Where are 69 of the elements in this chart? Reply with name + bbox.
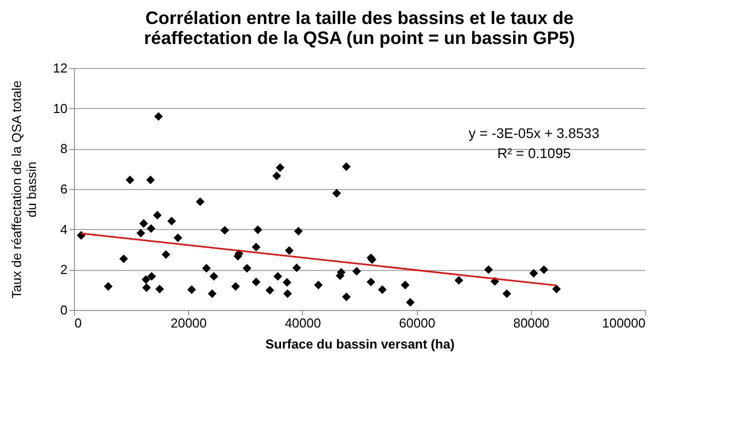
point	[406, 298, 415, 307]
point	[342, 292, 351, 302]
point	[142, 275, 150, 284]
point	[202, 264, 211, 273]
point	[187, 285, 196, 294]
point	[146, 224, 156, 233]
point	[332, 188, 341, 198]
point	[242, 264, 252, 273]
point	[155, 284, 164, 294]
y-tick-label: 12	[53, 60, 68, 76]
y-tick-label: 6	[60, 182, 68, 196]
x-tick-label: 20000	[170, 316, 207, 330]
point	[284, 246, 294, 255]
point	[139, 219, 148, 228]
point	[378, 285, 387, 294]
point	[366, 278, 376, 286]
point	[540, 265, 548, 274]
point	[454, 276, 464, 285]
point	[136, 228, 146, 238]
point	[274, 272, 282, 281]
point	[254, 225, 262, 234]
y-axis-title: Taux de réaffectation de la QSA totale du bassin	[9, 80, 40, 299]
chart-title: Corrélation entre la taille des bassins et le taux de réaffectation de la QSA (un point = un bassin GP5)	[144, 8, 575, 48]
point	[282, 278, 292, 287]
y-tick-label: 4	[60, 222, 68, 237]
point	[266, 286, 274, 295]
point	[153, 210, 162, 220]
point	[400, 280, 410, 290]
point	[146, 176, 155, 184]
point	[196, 197, 205, 206]
point	[502, 289, 512, 298]
point	[342, 162, 351, 171]
point	[529, 268, 538, 278]
annotation: R² = 0.1095	[497, 145, 571, 161]
y-tick-label: 2	[60, 262, 68, 278]
x-axis-title: Surface du bassin versant (ha)	[265, 336, 455, 352]
point	[272, 172, 282, 180]
point	[208, 289, 217, 298]
x-tick-label: 80000	[513, 316, 550, 330]
point	[252, 242, 260, 252]
point	[552, 284, 561, 294]
y-tick-label: 0	[60, 302, 68, 318]
point	[276, 163, 284, 172]
point	[126, 176, 134, 184]
point	[162, 250, 170, 259]
x-tick-label: 0	[74, 316, 82, 330]
point	[352, 266, 361, 276]
point	[283, 289, 292, 298]
point	[220, 226, 230, 235]
point	[314, 280, 323, 290]
x-tick-label: 60000	[399, 316, 436, 330]
point	[231, 282, 240, 291]
annotation: y = -3E-05x + 3.8533	[468, 125, 600, 141]
y-tick-label: 8	[60, 141, 68, 156]
point	[147, 272, 156, 281]
x-tick-label: 40000	[284, 316, 321, 330]
point	[142, 283, 151, 292]
point	[484, 265, 493, 274]
point	[167, 216, 176, 226]
point	[174, 233, 182, 242]
x-tick-label: 100000	[602, 316, 646, 330]
point	[119, 254, 128, 264]
point	[154, 112, 163, 121]
point	[252, 278, 260, 286]
point	[294, 226, 303, 236]
point	[210, 272, 218, 281]
point	[292, 264, 302, 272]
point	[104, 282, 113, 291]
y-tick-label: 10	[53, 100, 68, 116]
